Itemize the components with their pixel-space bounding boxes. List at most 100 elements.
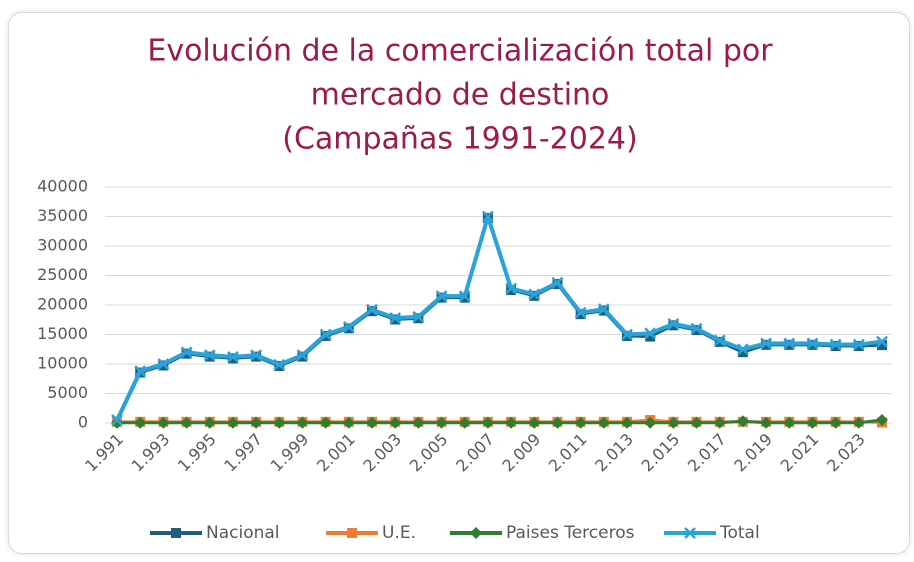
data-point bbox=[783, 416, 796, 429]
data-point bbox=[203, 416, 216, 429]
data-point bbox=[528, 288, 541, 301]
data-point bbox=[690, 416, 703, 429]
x-tick-label: 1.993 bbox=[128, 430, 174, 476]
data-point bbox=[551, 416, 564, 429]
x-tick-label: 2.003 bbox=[359, 430, 405, 476]
data-point bbox=[574, 416, 587, 429]
data-point bbox=[528, 416, 541, 429]
y-tick-label: 35000 bbox=[37, 206, 88, 225]
legend-label: Paises Terceros bbox=[506, 523, 635, 543]
x-tick-label: 1.999 bbox=[267, 430, 313, 476]
data-point bbox=[667, 416, 680, 429]
data-point bbox=[505, 416, 518, 429]
data-point bbox=[366, 416, 378, 429]
data-point bbox=[829, 416, 842, 429]
data-point bbox=[296, 416, 309, 429]
y-tick-label: 40000 bbox=[37, 177, 88, 196]
series-line bbox=[115, 214, 883, 421]
data-point bbox=[852, 338, 865, 351]
x-tick-label: 1.995 bbox=[174, 430, 220, 476]
legend-label: Total bbox=[719, 523, 760, 543]
data-point bbox=[505, 282, 517, 295]
data-point bbox=[226, 416, 239, 429]
x-tick-label: 2.023 bbox=[823, 430, 869, 476]
legend-label: U.E. bbox=[382, 523, 416, 543]
data-point bbox=[227, 351, 239, 363]
x-tick-label: 2.007 bbox=[452, 430, 498, 476]
data-point bbox=[250, 349, 262, 362]
data-point bbox=[551, 276, 564, 289]
data-point bbox=[645, 331, 656, 342]
legend-marker bbox=[470, 527, 482, 539]
data-point bbox=[806, 337, 819, 350]
data-point bbox=[482, 210, 494, 223]
data-point bbox=[203, 349, 216, 362]
data-point bbox=[713, 416, 726, 429]
y-tick-label: 20000 bbox=[37, 295, 88, 314]
data-point bbox=[435, 416, 448, 429]
y-tick-label: 30000 bbox=[37, 236, 88, 255]
data-point bbox=[319, 328, 332, 341]
data-point bbox=[435, 290, 448, 303]
x-tick-label: 1.997 bbox=[220, 430, 266, 476]
data-point bbox=[342, 320, 355, 333]
y-tick-label: 5000 bbox=[47, 383, 88, 402]
chart-title: mercado de destino bbox=[311, 78, 610, 113]
y-tick-label: 15000 bbox=[37, 324, 88, 343]
data-point bbox=[667, 317, 680, 330]
data-point bbox=[621, 328, 633, 341]
series-line bbox=[117, 418, 883, 425]
chart-title: Evolución de la comercialización total p… bbox=[147, 34, 773, 69]
y-tick-label: 25000 bbox=[37, 265, 88, 284]
data-point bbox=[157, 358, 170, 370]
data-point bbox=[806, 416, 819, 429]
data-point bbox=[412, 310, 425, 323]
data-point bbox=[111, 416, 123, 429]
data-point bbox=[296, 349, 309, 362]
data-point bbox=[621, 416, 633, 429]
x-tick-label: 2.019 bbox=[730, 430, 776, 476]
data-point bbox=[389, 416, 402, 429]
x-tick-label: 2.001 bbox=[313, 430, 359, 476]
data-point bbox=[597, 416, 610, 429]
data-point bbox=[760, 337, 772, 350]
data-point bbox=[597, 303, 610, 316]
data-point bbox=[876, 414, 888, 427]
x-tick-label: 2.005 bbox=[406, 430, 452, 476]
data-point bbox=[783, 337, 796, 350]
data-point bbox=[737, 347, 748, 358]
x-tick-label: 2.015 bbox=[638, 430, 684, 476]
x-tick-label: 1.991 bbox=[81, 430, 127, 476]
card bbox=[8, 12, 910, 554]
data-point bbox=[690, 322, 703, 335]
y-tick-label: 10000 bbox=[37, 354, 88, 373]
data-point bbox=[737, 343, 749, 356]
data-point bbox=[273, 416, 286, 429]
data-point bbox=[760, 416, 773, 429]
data-point bbox=[111, 414, 123, 426]
data-point bbox=[389, 312, 402, 324]
chart-title: (Campañas 1991-2024) bbox=[282, 122, 637, 157]
data-point bbox=[644, 416, 657, 429]
data-point bbox=[180, 346, 193, 359]
data-point bbox=[736, 415, 749, 428]
x-tick-label: 2.009 bbox=[498, 430, 544, 476]
legend-marker bbox=[171, 528, 181, 538]
data-point bbox=[458, 290, 471, 303]
data-point bbox=[134, 365, 147, 377]
data-point bbox=[250, 416, 263, 429]
data-point bbox=[180, 416, 193, 429]
data-point bbox=[876, 335, 888, 348]
data-point bbox=[273, 358, 286, 371]
data-point bbox=[157, 416, 170, 429]
data-point bbox=[134, 416, 147, 429]
data-point bbox=[458, 416, 471, 429]
x-tick-label: 2.011 bbox=[545, 430, 591, 476]
data-point bbox=[829, 338, 842, 351]
x-tick-label: 2.017 bbox=[684, 430, 730, 476]
data-point bbox=[644, 327, 657, 340]
y-tick-label: 0 bbox=[78, 413, 88, 432]
data-point bbox=[342, 416, 355, 429]
legend-marker bbox=[347, 528, 357, 538]
